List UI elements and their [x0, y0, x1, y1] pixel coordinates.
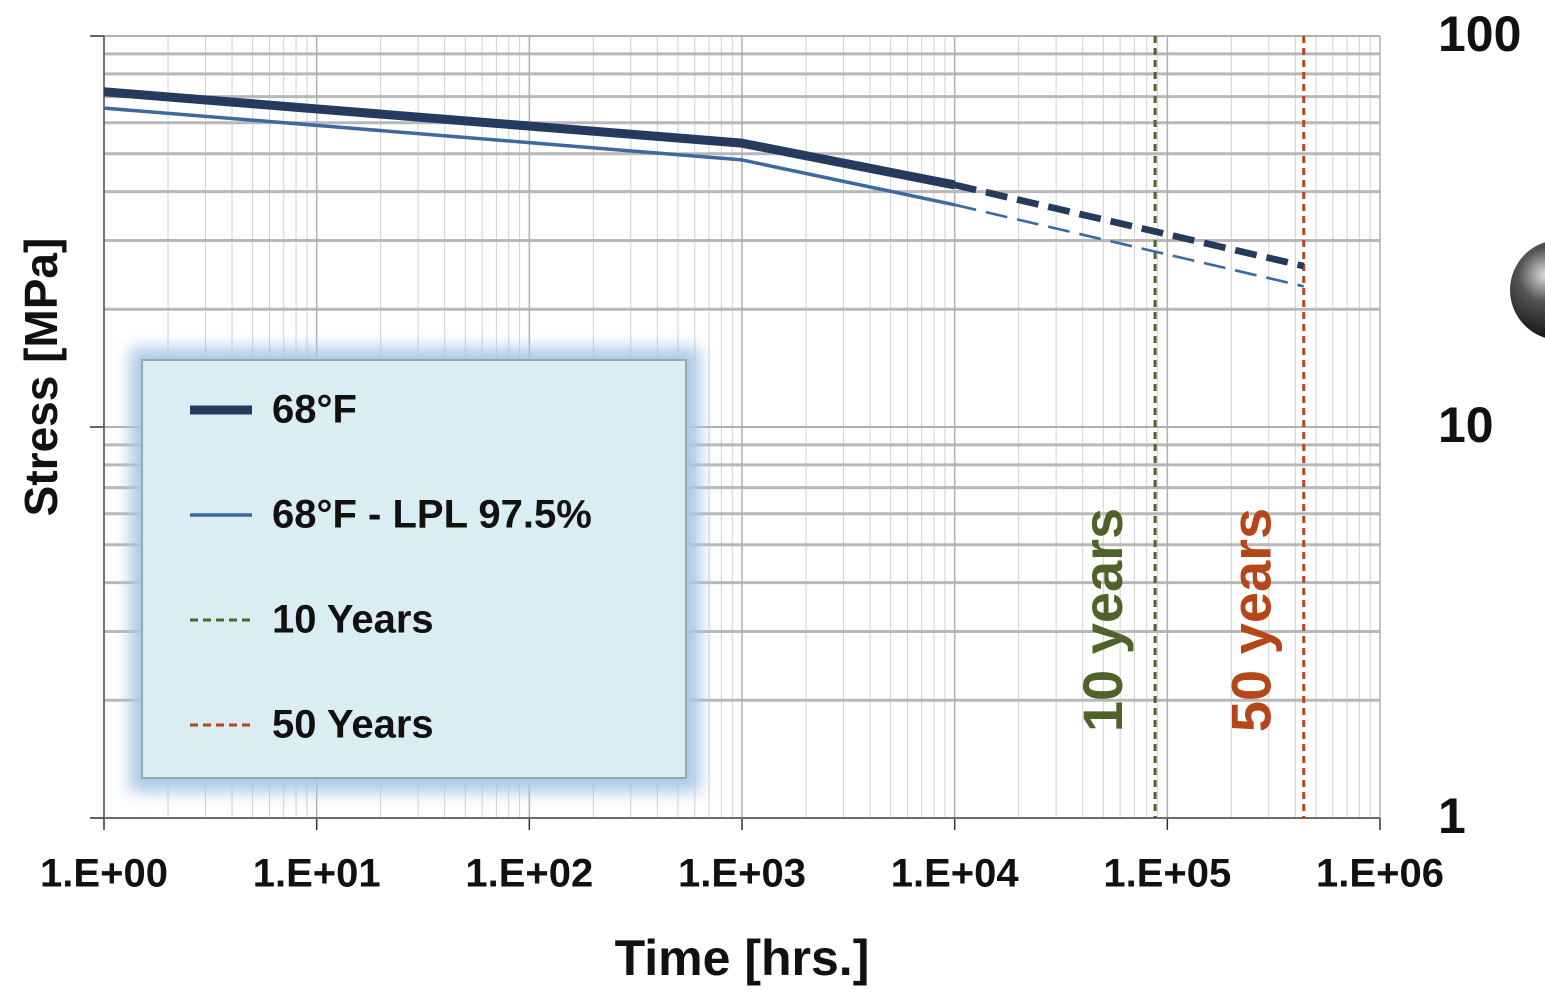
reference-label: 10 years [1071, 508, 1134, 732]
x-tick-label: 1.E+00 [40, 852, 168, 896]
x-tick-label: 1.E+06 [1316, 852, 1444, 896]
x-axis-label: Time [hrs.] [615, 930, 870, 986]
y-tick-label: 1 [1438, 788, 1466, 844]
x-tick-label: 1.E+01 [253, 852, 381, 896]
y-tick-label: 100 [1438, 6, 1521, 62]
x-tick-label: 1.E+02 [465, 852, 593, 896]
series-line [103, 87, 956, 190]
legend-label: 68°F - LPL 97.5% [272, 493, 592, 537]
series-line-extrapolated [953, 181, 1305, 270]
x-tick-label: 1.E+05 [1103, 852, 1231, 896]
series-line-extrapolated [954, 203, 1305, 288]
decorative-sphere [1510, 242, 1545, 338]
legend-label: 10 Years [272, 598, 434, 642]
y-tick-label: 10 [1438, 397, 1494, 453]
reference-label: 50 years [1220, 508, 1283, 732]
y-axis-label: Stress [MPa] [15, 238, 67, 517]
series-line [103, 106, 956, 207]
legend-label: 50 Years [272, 703, 434, 747]
legend-label: 68°F [272, 388, 357, 432]
legend: 68°F 68°F - LPL 97.5% 10 Years 50 Years [130, 348, 700, 792]
legend-box [141, 359, 687, 779]
x-tick-label: 1.E+04 [891, 852, 1020, 896]
x-tick-label: 1.E+03 [678, 852, 806, 896]
